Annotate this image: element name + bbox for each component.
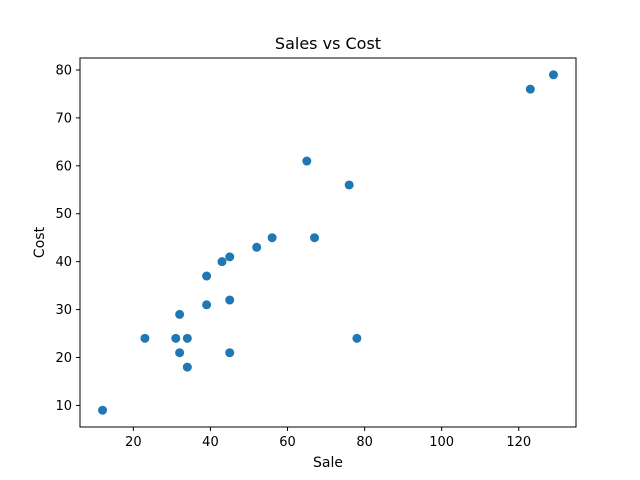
y-tick-label: 40 (55, 255, 72, 270)
data-point (217, 257, 227, 267)
data-point (175, 309, 185, 319)
data-point (225, 295, 235, 305)
data-point (98, 405, 108, 415)
data-point (525, 84, 535, 94)
y-tick-label: 80 (55, 63, 72, 78)
x-tick-label: 120 (506, 435, 531, 450)
y-tick-label: 20 (55, 351, 72, 366)
data-point (548, 70, 558, 80)
data-point (252, 242, 262, 252)
data-point (175, 348, 185, 358)
data-point (182, 333, 192, 343)
data-point (225, 252, 235, 262)
y-tick-label: 30 (55, 303, 72, 318)
plot-area-frame (79, 57, 577, 428)
data-point (171, 333, 181, 343)
data-point (344, 180, 354, 190)
data-point (140, 333, 150, 343)
data-point (302, 156, 312, 166)
x-tick-label: 20 (125, 435, 142, 450)
x-tick-label: 100 (429, 435, 454, 450)
data-point (202, 271, 212, 281)
x-tick-label: 80 (356, 435, 373, 450)
data-point (225, 348, 235, 358)
data-point (267, 233, 277, 243)
x-tick-label: 60 (279, 435, 296, 450)
y-axis-label: Cost (32, 226, 48, 258)
data-point (352, 333, 362, 343)
data-point (202, 300, 212, 310)
points-layer (98, 70, 558, 415)
y-tick-label: 50 (55, 207, 72, 222)
data-point (182, 362, 192, 372)
y-tick-label: 10 (55, 399, 72, 414)
x-tick-label: 40 (202, 435, 219, 450)
chart-title: Sales vs Cost (275, 34, 381, 53)
x-axis-label: Sale (313, 455, 343, 471)
data-point (310, 233, 320, 243)
axes-layer: 20 40 60 80 100 120 10 20 30 40 50 60 70 80 (55, 63, 531, 450)
y-tick-label: 70 (55, 111, 72, 126)
y-tick-label: 60 (55, 159, 72, 174)
